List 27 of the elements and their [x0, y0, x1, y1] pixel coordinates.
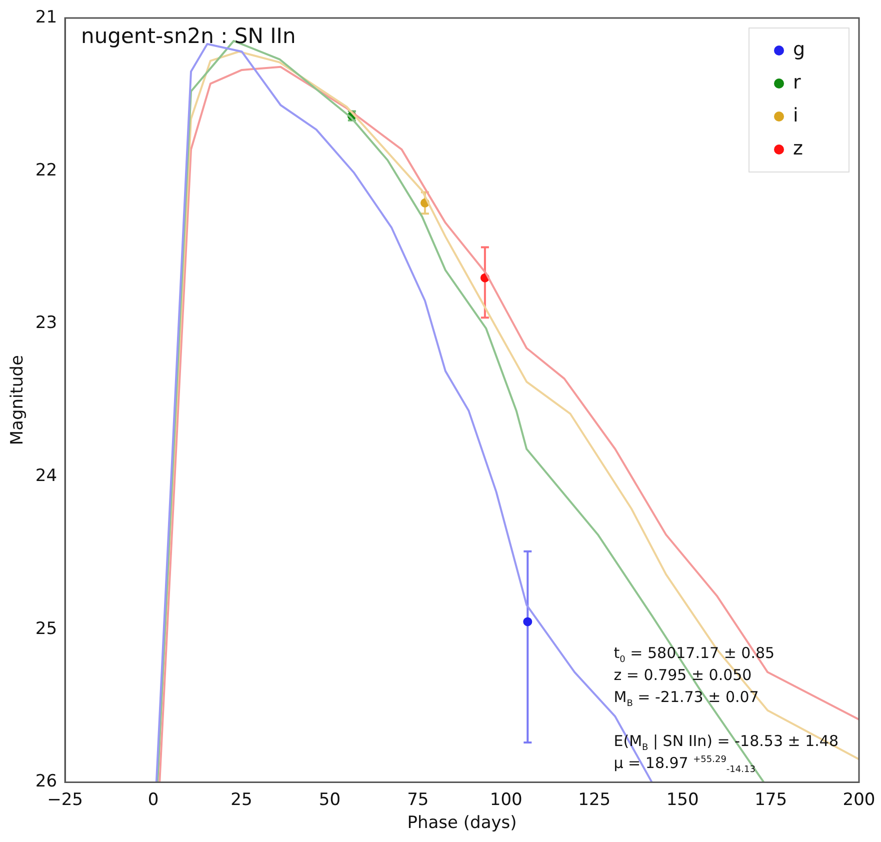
- legend-label: g: [793, 38, 806, 60]
- annotation: t$_{0}$ = 58017.17 ± 0.85: [614, 643, 776, 666]
- x-axis-title: Phase (days): [407, 813, 517, 834]
- chart-title: nugent-sn2n : SN IIn: [81, 24, 296, 48]
- x-tick-label: 25: [230, 790, 252, 810]
- annotation: E(M$_{B}$ | SN IIn) = -18.53 ± 1.48: [614, 731, 838, 754]
- x-tick-label: 0: [148, 790, 159, 810]
- y-tick-label: 25: [35, 618, 58, 639]
- x-tick-label: 75: [407, 790, 429, 810]
- legend-label: i: [793, 104, 798, 126]
- y-axis-title: Magnitude: [8, 355, 28, 446]
- x-tick-label: 200: [842, 790, 876, 810]
- legend-label: r: [793, 71, 801, 94]
- x-tick-label: 175: [754, 790, 788, 810]
- x-tick-label: −25: [47, 790, 83, 810]
- annotation: z = 0.795 ± 0.050: [614, 665, 753, 686]
- x-tick-label: 125: [578, 790, 611, 810]
- x-tick-label: 100: [490, 790, 522, 810]
- y-tick-label: 21: [35, 7, 58, 28]
- y-tick-label: 22: [35, 160, 58, 180]
- y-tick-label: 23: [35, 313, 58, 334]
- x-tick-label: 150: [666, 790, 699, 810]
- y-tick-label: 24: [35, 466, 58, 486]
- y-tick-label: 26: [35, 772, 58, 792]
- annotation: M$_{B}$ = -21.73 ± 0.07: [614, 687, 760, 710]
- x-tick-label: 50: [318, 790, 341, 810]
- legend-label: z: [793, 137, 803, 160]
